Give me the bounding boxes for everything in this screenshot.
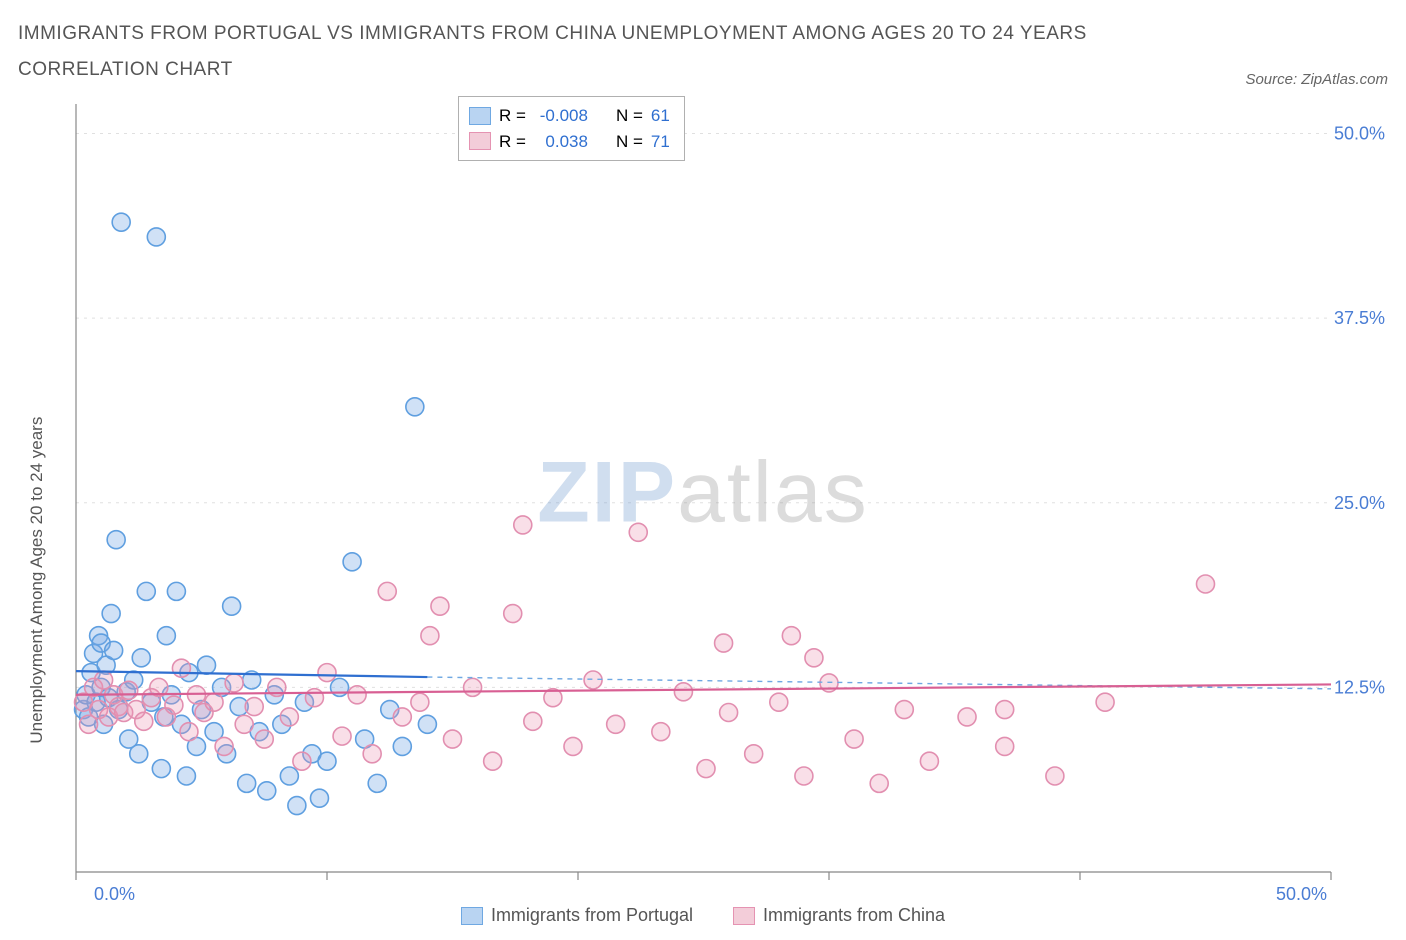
legend-swatch-icon (733, 907, 755, 925)
correlation-legend: R = -0.008 N = 61 R = 0.038 N = 71 (458, 96, 685, 161)
svg-text:12.5%: 12.5% (1334, 678, 1385, 698)
scatter-chart: 12.5% 25.0% 37.5% 50.0% 0.0% 50.0% Unemploymen… (18, 94, 1388, 924)
svg-text:Unemployment Among Ages 20 to: Unemployment Among Ages 20 to 24 years (27, 417, 46, 744)
svg-text:0.0%: 0.0% (94, 884, 135, 904)
chart-title: IMMIGRANTS FROM PORTUGAL VS IMMIGRANTS F… (18, 16, 1138, 88)
legend-n-label: N = (616, 129, 643, 155)
legend-swatch-china (469, 132, 491, 150)
legend-n-label: N = (616, 103, 643, 129)
legend-n-value-portugal: 61 (651, 103, 670, 129)
legend-row-portugal: R = -0.008 N = 61 (469, 103, 670, 129)
legend-row-china: R = 0.038 N = 71 (469, 129, 670, 155)
legend-swatch-portugal (469, 107, 491, 125)
legend-r-label: R = (499, 129, 526, 155)
legend-swatch-icon (461, 907, 483, 925)
series-legend: Immigrants from Portugal Immigrants from… (18, 905, 1388, 926)
chart-container: 12.5% 25.0% 37.5% 50.0% 0.0% 50.0% Unemploymen… (18, 94, 1388, 924)
legend-label: Immigrants from China (763, 905, 945, 926)
legend-item-china: Immigrants from China (733, 905, 945, 926)
legend-r-value-portugal: -0.008 (534, 103, 588, 129)
legend-label: Immigrants from Portugal (491, 905, 693, 926)
svg-text:37.5%: 37.5% (1334, 308, 1385, 328)
legend-item-portugal: Immigrants from Portugal (461, 905, 693, 926)
svg-text:25.0%: 25.0% (1334, 493, 1385, 513)
legend-n-value-china: 71 (651, 129, 670, 155)
svg-text:50.0%: 50.0% (1276, 884, 1327, 904)
svg-text:50.0%: 50.0% (1334, 124, 1385, 144)
source-attribution: Source: ZipAtlas.com (1245, 71, 1388, 88)
legend-r-label: R = (499, 103, 526, 129)
legend-r-value-china: 0.038 (534, 129, 588, 155)
